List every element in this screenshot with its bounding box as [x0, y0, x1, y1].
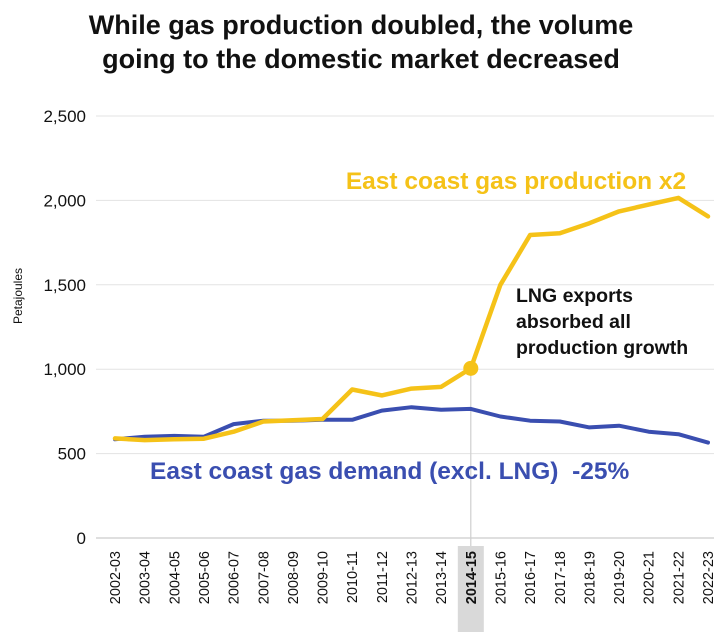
- annotation-line: production growth: [516, 337, 688, 359]
- y-tick-label: 500: [58, 445, 86, 464]
- gridlines: [96, 115, 714, 539]
- annotation-line: absorbed all: [516, 311, 631, 333]
- x-tick-label: 2006-07: [227, 551, 243, 604]
- x-tick-label: 2011-12: [375, 551, 391, 603]
- y-tick-label: 1,500: [43, 276, 86, 295]
- x-tick-label: 2002-03: [108, 551, 124, 604]
- annotation-line: LNG exports: [516, 285, 633, 307]
- x-tick-label: 2003-04: [138, 551, 154, 604]
- y-tick-label: 0: [77, 529, 86, 548]
- y-axis-label: Petajoules: [11, 268, 25, 324]
- y-tick-label: 1,000: [43, 360, 86, 379]
- chart-title-line-2: going to the domestic market decreased: [102, 44, 620, 74]
- x-tick-label: 2013-14: [434, 551, 450, 604]
- x-tick-label: 2012-13: [405, 551, 421, 604]
- x-tick-label: 2007-08: [256, 551, 272, 604]
- y-tick-label: 2,500: [43, 107, 86, 126]
- x-tick-label: 2009-10: [316, 551, 332, 604]
- x-tick-label: 2020-21: [642, 551, 658, 604]
- x-tick-label: 2005-06: [197, 551, 213, 604]
- x-axis-ticks: 2002-03 2003-04 2004-05 2005-06 2006-07 2007-…: [108, 551, 717, 604]
- production-series-label: East coast gas production x2: [346, 168, 686, 195]
- x-tick-label: 2018-19: [582, 551, 598, 604]
- series-lines: [112, 195, 711, 445]
- highlight-layer: [457, 368, 484, 632]
- x-tick-label: 2015-16: [493, 551, 509, 604]
- x-tick-label: 2022-23: [701, 551, 717, 604]
- demand-series-line: [113, 405, 710, 445]
- x-tick-label: 2014-15: [464, 551, 480, 604]
- y-tick-label: 2,000: [43, 191, 86, 210]
- x-tick-label: 2021-22: [671, 551, 687, 604]
- production-series-line: [112, 195, 711, 443]
- x-tick-label: 2010-11: [345, 551, 361, 603]
- x-tick-label: 2004-05: [167, 551, 183, 604]
- production-marker-point: [463, 360, 479, 376]
- x-tick-label: 2016-17: [523, 551, 539, 604]
- chart-title: While gas production doubled, the volume…: [0, 8, 722, 76]
- y-axis-ticks: 0 500 1,000 1,500 2,000 2,500: [43, 107, 86, 548]
- x-tick-label: 2019-20: [612, 551, 628, 604]
- highlight-tick-background: [457, 546, 484, 632]
- x-tick-label: 2008-09: [286, 551, 302, 604]
- x-tick-label: 2017-18: [553, 551, 569, 604]
- annotation: LNG exports absorbed all production growth: [516, 285, 688, 359]
- demand-series-label: East coast gas demand (excl. LNG) -25%: [150, 458, 629, 485]
- chart-title-line-1: While gas production doubled, the volume: [88, 10, 634, 40]
- series-labels: East coast gas production x2 East coast g…: [150, 168, 686, 485]
